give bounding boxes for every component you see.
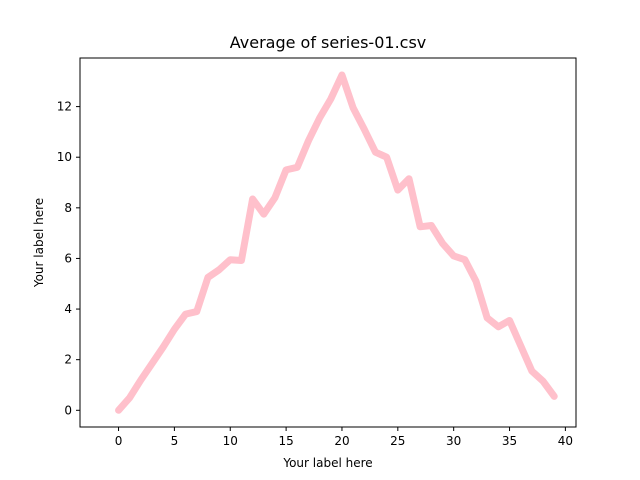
x-tick-label: 25 xyxy=(390,434,405,448)
x-tick-label: 40 xyxy=(558,434,573,448)
y-axis-ticks: 0 2 4 6 8 10 12 xyxy=(57,100,80,417)
x-tick-label: 30 xyxy=(446,434,461,448)
series-line-1 xyxy=(115,71,558,414)
y-tick-label: 10 xyxy=(57,150,72,164)
y-tick-label: 0 xyxy=(64,403,72,417)
x-axis-ticks: 0 5 10 15 20 25 30 35 40 xyxy=(115,427,573,448)
x-tick-label: 15 xyxy=(278,434,293,448)
plot-frame xyxy=(79,57,577,428)
y-axis-label: Your label here xyxy=(32,198,46,288)
x-axis-label: Your label here xyxy=(282,456,372,470)
x-tick-label: 10 xyxy=(223,434,238,448)
y-tick-label: 8 xyxy=(64,201,72,215)
x-tick-label: 0 xyxy=(115,434,123,448)
x-tick-label: 20 xyxy=(334,434,349,448)
y-tick-label: 2 xyxy=(64,353,72,367)
x-tick-label: 35 xyxy=(502,434,517,448)
y-tick-label: 4 xyxy=(64,302,72,316)
chart-title: Average of series-01.csv xyxy=(230,33,427,52)
x-tick-label: 5 xyxy=(171,434,179,448)
series-layer xyxy=(115,71,558,414)
y-tick-label: 12 xyxy=(57,100,72,114)
y-tick-label: 6 xyxy=(64,251,72,265)
